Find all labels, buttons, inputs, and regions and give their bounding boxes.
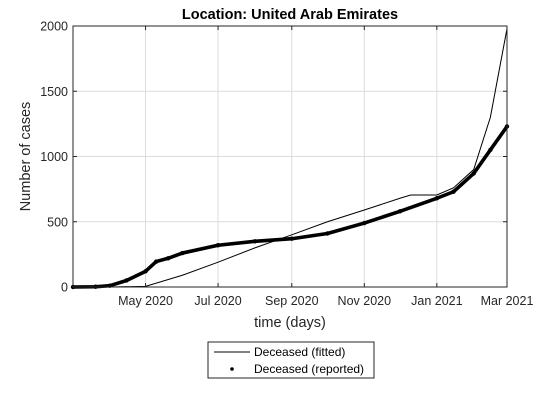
reported-point (325, 231, 330, 236)
reported-point (434, 196, 440, 201)
reported-point (165, 256, 171, 261)
y-tick-label: 1500 (40, 85, 68, 99)
legend-fitted-label: Deceased (fitted) (254, 345, 345, 359)
x-tick-label: Mar 2021 (481, 294, 534, 308)
y-tick-label: 2000 (40, 20, 68, 34)
x-axis-label: time (days) (254, 315, 326, 331)
x-tick-label: Jul 2020 (194, 294, 241, 308)
y-tick-label: 1000 (40, 150, 68, 164)
x-tick-label: May 2020 (118, 294, 173, 308)
reported-point (488, 147, 493, 153)
legend-box (207, 341, 375, 379)
y-tick-label: 0 (61, 281, 68, 295)
x-tick-label: Nov 2020 (338, 294, 392, 308)
reported-point (362, 220, 367, 226)
axis-ticks: May 2020 Jul 2020 Sep 2020 Nov 2020 Jan 2021… (40, 20, 533, 309)
reported-point (397, 209, 403, 214)
x-tick-label: Jan 2021 (411, 294, 462, 308)
y-axis-label: Number of cases (18, 102, 34, 212)
series-layer (70, 28, 510, 290)
reported-point (143, 269, 148, 274)
reported-point (215, 243, 221, 248)
y-tick-label: 500 (47, 215, 68, 229)
legend-reported-swatch (230, 367, 234, 371)
reported-point (471, 171, 476, 176)
reported-point (252, 239, 258, 244)
reported-point (451, 189, 456, 194)
series-fitted-line (73, 28, 508, 288)
legend: Deceased (fitted) Deceased (reported) (207, 341, 375, 379)
reported-point (124, 278, 129, 283)
chart-title: Location: United Arab Emirates (182, 7, 398, 23)
x-tick-label: Sep 2020 (265, 294, 319, 308)
legend-reported-label: Deceased (reported) (254, 362, 364, 376)
reported-point (154, 259, 159, 264)
reported-point (180, 250, 185, 256)
reported-point (289, 236, 294, 241)
